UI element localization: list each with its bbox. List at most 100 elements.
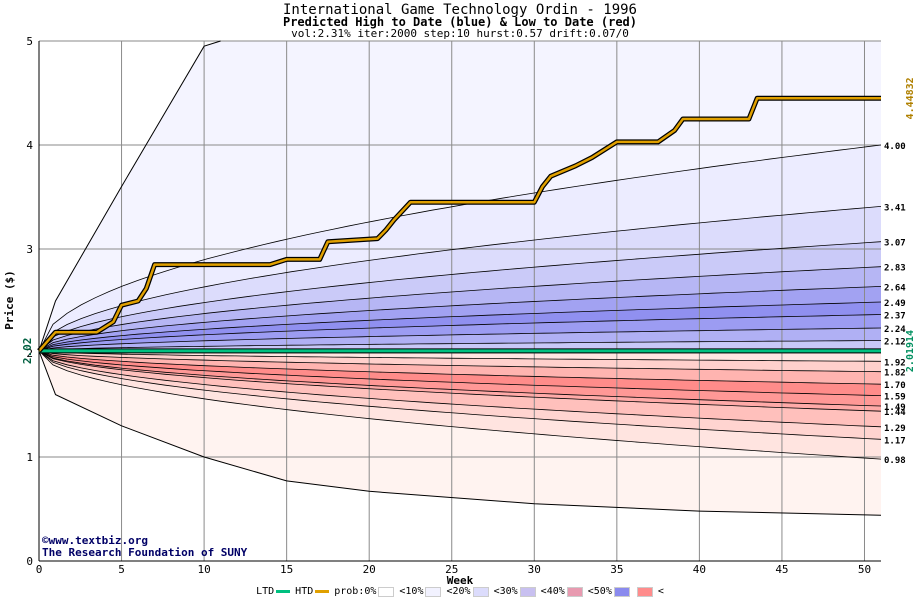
legend-item-label: <50% — [587, 586, 612, 597]
legend-swatch — [472, 586, 489, 597]
x-tick-label: 15 — [280, 563, 293, 576]
y-tick-label: 3 — [26, 243, 33, 256]
percentile-line — [38, 350, 882, 373]
legend-swatch — [276, 590, 291, 593]
percentile-line — [38, 350, 882, 460]
x-tick-label: 25 — [445, 563, 458, 576]
percentile-line — [38, 327, 882, 352]
percentile-line — [38, 314, 882, 352]
legend-item-label: <10% — [399, 586, 424, 597]
legend-swatch — [566, 586, 583, 597]
upper-percentile-label: 3.07 — [884, 239, 906, 249]
legend-swatch — [636, 586, 653, 597]
credit-organization: The Research Foundation of SUNY — [42, 546, 248, 559]
upper-percentile-label: 2.37 — [884, 312, 906, 322]
y-tick-label: 2 — [26, 347, 33, 360]
chart-subtitle: Predicted High to Date (blue) & Low to D… — [282, 15, 637, 29]
chart-axes — [38, 41, 881, 562]
percentile-line — [38, 350, 882, 428]
x-tick-label: 20 — [363, 563, 376, 576]
percentile-line — [38, 206, 882, 352]
percentile-line — [38, 350, 882, 396]
outer-lower-line — [38, 350, 882, 516]
legend-item: <20% — [446, 586, 490, 597]
upper-percentile-label: 2.64 — [884, 283, 906, 293]
legend-item-label: <30% — [493, 586, 518, 597]
x-tick-label: 5 — [118, 563, 125, 576]
band-upper-9 — [39, 340, 881, 351]
percentile-line — [38, 266, 882, 352]
legend-swatch — [519, 586, 536, 597]
lower-percentile-label: 1.29 — [884, 424, 906, 434]
percentile-line — [38, 350, 882, 407]
percentile-line — [38, 350, 882, 385]
upper-percentile-label: 2.24 — [884, 325, 906, 335]
legend-item: <50% — [588, 586, 632, 597]
percentile-line — [38, 241, 882, 352]
x-tick-label: 30 — [528, 563, 541, 576]
x-tick-label: 0 — [36, 563, 43, 576]
percentile-lines — [38, 40, 882, 516]
legend-item-label: LTD — [256, 586, 275, 597]
chart-legend: LTD HTD prob:0% <10% <20% <30% <40% <50% < — [0, 586, 920, 597]
legend-item — [635, 586, 655, 597]
probability-bands — [39, 41, 881, 516]
upper-percentile-label: 4.00 — [884, 142, 906, 152]
upper-percentile-label: 3.41 — [884, 203, 906, 213]
start-price-label: 2.02 — [21, 338, 34, 365]
legend-item: <30% — [494, 586, 538, 597]
y-tick-label: 4 — [26, 139, 33, 152]
x-axis-label: Week — [447, 574, 474, 587]
legend-item-label: prob:0% — [334, 586, 377, 597]
upper-percentile-label: 2.83 — [884, 264, 906, 274]
y-tick-label: 5 — [26, 35, 33, 48]
percentile-line — [38, 350, 882, 362]
credit-website: ©www.textbiz.org — [42, 534, 148, 547]
y-axis-label: Price ($) — [3, 270, 16, 330]
lower-percentile-label: 1.82 — [884, 369, 906, 379]
legend-item: HTD — [295, 586, 331, 597]
percentile-line — [38, 350, 882, 412]
lower-percentile-label: 1.17 — [884, 436, 906, 446]
lower-percentile-label: 1.44 — [884, 408, 906, 418]
lower-percentile-label: 1.70 — [884, 381, 906, 391]
upper-percentile-label: 2.12 — [884, 338, 906, 348]
lower-percentile-label: 0.98 — [884, 456, 906, 466]
lower-percentile-label: 1.59 — [884, 393, 906, 403]
percentile-line — [38, 301, 882, 352]
x-tick-label: 10 — [197, 563, 210, 576]
chart-series — [37, 95, 881, 354]
x-tick-label: 35 — [610, 563, 623, 576]
legend-item: <40% — [541, 586, 585, 597]
legend-item: <10% — [399, 586, 443, 597]
legend-item-label: HTD — [295, 586, 314, 597]
ltd-value-label: 2.01914 — [905, 330, 916, 372]
legend-item: LTD — [256, 586, 292, 597]
legend-item-label: <40% — [540, 586, 565, 597]
upper-percentile-label: 2.49 — [884, 299, 906, 309]
legend-trailing: < — [657, 586, 664, 597]
percentile-line — [38, 340, 882, 352]
htd-value-label: 4.44832 — [905, 77, 916, 119]
x-tick-label: 40 — [693, 563, 706, 576]
lower-percentile-label: 1.49 — [884, 403, 906, 413]
chart-title: International Game Technology Ordin - 19… — [282, 2, 637, 18]
y-tick-label: 0 — [26, 555, 33, 568]
legend-item-label: <20% — [446, 586, 471, 597]
x-tick-label: 45 — [775, 563, 788, 576]
percentile-line — [38, 286, 882, 352]
y-tick-label: 1 — [26, 451, 33, 464]
percentile-line — [38, 350, 882, 440]
legend-swatch — [613, 586, 630, 597]
legend-item: prob:0% — [334, 586, 396, 597]
htd-line — [38, 96, 881, 352]
lower-percentile-label: 1.92 — [884, 358, 906, 368]
legend-swatch — [378, 586, 395, 597]
outer-upper-line — [38, 40, 221, 352]
legend-swatch — [425, 586, 442, 597]
legend-swatch — [315, 590, 330, 593]
chart-parameters: vol:2.31% iter:2000 step:10 hurst:0.57 d… — [291, 27, 629, 40]
x-tick-label: 50 — [858, 563, 871, 576]
